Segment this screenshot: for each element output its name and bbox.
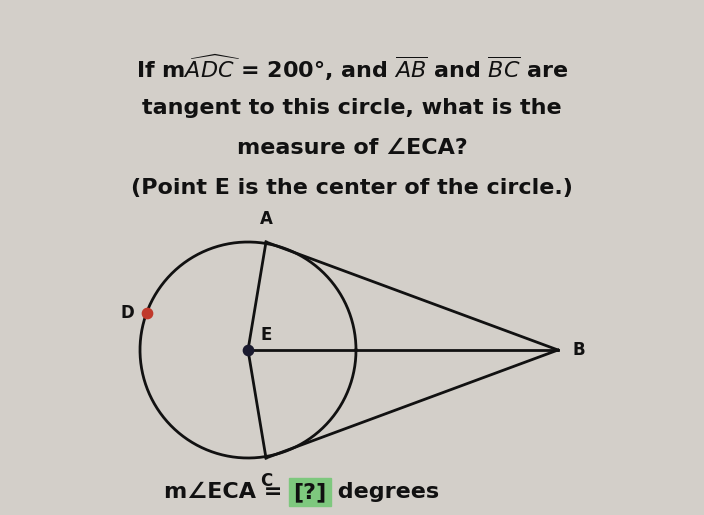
Text: B: B [572, 341, 584, 359]
Text: m∠ECA =: m∠ECA = [164, 482, 290, 502]
Text: A: A [260, 210, 272, 228]
Point [141, 309, 152, 317]
Text: C: C [260, 472, 272, 490]
Text: measure of ∠ECA?: measure of ∠ECA? [237, 138, 467, 158]
Text: E: E [260, 326, 271, 344]
Text: [?]: [?] [294, 482, 327, 502]
Point [242, 346, 253, 354]
Text: tangent to this circle, what is the: tangent to this circle, what is the [142, 98, 562, 118]
Text: degrees: degrees [330, 482, 439, 502]
Text: If m$\widehat{ADC}$ = 200°, and $\overline{AB}$ and $\overline{BC}$ are: If m$\widehat{ADC}$ = 200°, and $\overli… [136, 53, 568, 83]
Text: (Point E is the center of the circle.): (Point E is the center of the circle.) [131, 178, 573, 198]
Text: D: D [121, 304, 134, 322]
